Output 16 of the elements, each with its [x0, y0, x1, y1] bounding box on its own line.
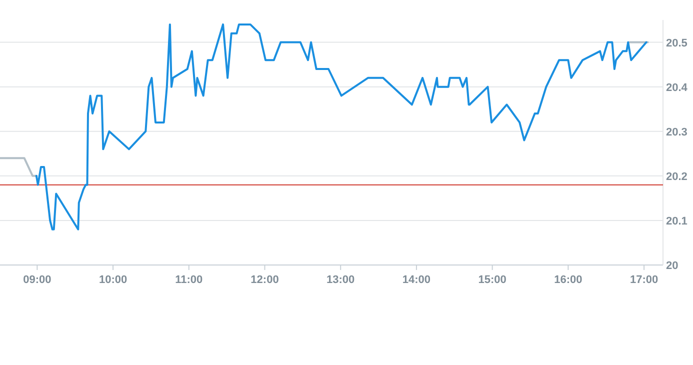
x-tick-label: 10:00 [98, 274, 128, 286]
y-tick-label: 20.5 [666, 37, 688, 50]
y-tick-label: 20.4 [666, 82, 688, 94]
y-tick-label: 20.3 [666, 126, 688, 138]
x-tick-label: 13:00 [326, 274, 355, 286]
y-tick-label: 20.1 [666, 215, 688, 228]
x-tick-label: 11:00 [175, 274, 203, 286]
y-tick-label: 20 [666, 260, 678, 272]
x-tick-label: 14:00 [402, 274, 431, 286]
x-tick-label: 15:00 [478, 274, 506, 286]
y-tick-label: 20.2 [666, 170, 688, 183]
x-tick-label: 12:00 [250, 274, 279, 286]
x-tick-label: 16:00 [554, 274, 582, 286]
x-tick-label: 17:00 [630, 274, 658, 286]
line-series [35, 23, 648, 230]
x-tick-label: 09:00 [23, 274, 52, 286]
